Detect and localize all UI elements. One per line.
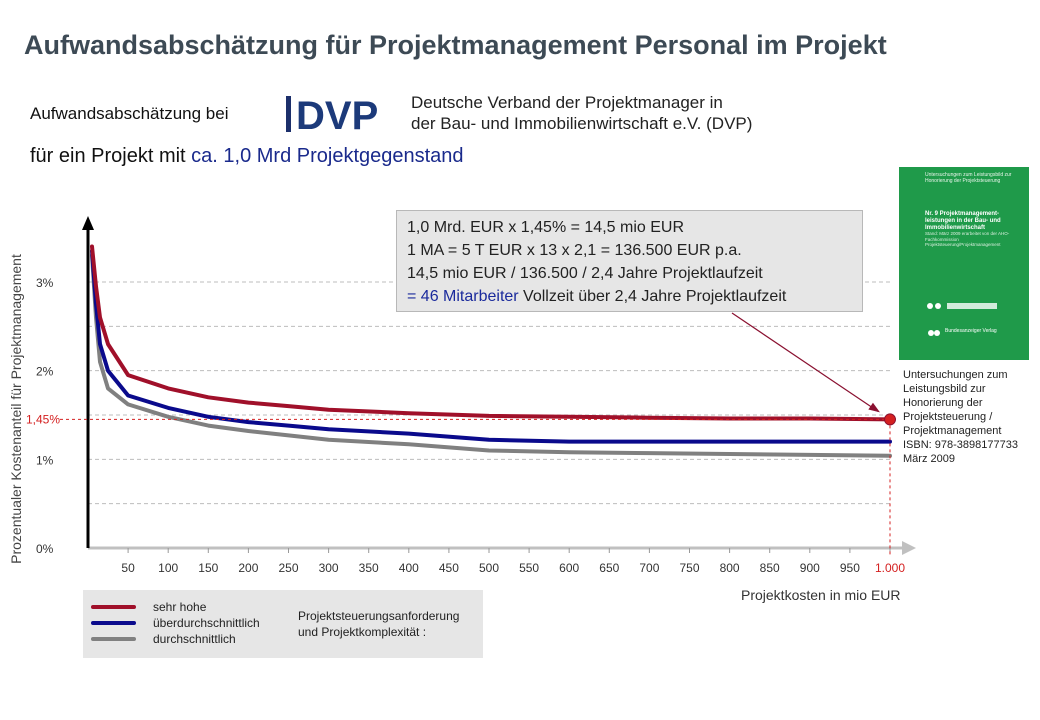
estimate-label: Aufwandsabschätzung bei <box>30 104 229 123</box>
x-tick-label: 550 <box>519 561 539 575</box>
callout-line-1: 1,0 Mrd. EUR x 1,45% = 14,5 mio EUR <box>407 219 684 236</box>
x-tick-label: 200 <box>238 561 258 575</box>
book-publisher: Bundesanzeiger Verlag <box>909 327 1019 339</box>
project-line: für ein Projekt mit ca. 1,0 Mrd Projektg… <box>30 145 464 168</box>
x-axis-arrow <box>902 541 916 555</box>
page-title: Aufwandsabschätzung für Projektmanagemen… <box>24 30 887 60</box>
book-cover-image: Untersuchungen zum Leistungsbild zur Hon… <box>899 167 1029 360</box>
x-tick-label: 900 <box>800 561 820 575</box>
pointer-arrowhead <box>868 402 880 413</box>
highlight-point <box>884 413 896 426</box>
y-tick-label: 1% <box>36 453 54 467</box>
callout-result: = 46 Mitarbeiter <box>407 288 519 305</box>
x-tick-label: 150 <box>198 561 218 575</box>
x-axis-label: Projektkosten in mio EUR <box>741 587 901 603</box>
x-tick-label: 1.000 <box>875 561 905 575</box>
source-date: März 2009 <box>903 453 955 465</box>
y-tick-label: 3% <box>36 276 54 290</box>
organization-name: Deutsche Verband der Projektmanager in d… <box>411 92 831 134</box>
book-small-text: Stand: März 2009 erarbeitet von der AHO-… <box>925 231 1010 247</box>
book-title: Nr. 9 Projektmanagement-leistungen in de… <box>925 211 1001 231</box>
callout-line-3: 14,5 mio EUR / 136.500 / 2,4 Jahre Proje… <box>407 265 763 282</box>
x-tick-label: 800 <box>720 561 740 575</box>
source-line: Honorierung der <box>903 397 983 409</box>
x-tick-label: 850 <box>760 561 780 575</box>
x-tick-label: 350 <box>359 561 379 575</box>
source-line: Leistungsbild zur <box>903 383 986 395</box>
x-tick-label: 400 <box>399 561 419 575</box>
organization-line-2: der Bau- und Immobilienwirtschaft e.V. (… <box>411 114 753 133</box>
callout-result-rest: Vollzeit über 2,4 Jahre Projektlaufzeit <box>518 288 787 305</box>
x-tick-label: 600 <box>559 561 579 575</box>
y-tick-label: 0% <box>36 542 54 556</box>
dvp-logo: DVP <box>286 96 396 132</box>
legend-title-line-1: Projektsteuerungsanforderung <box>298 609 460 623</box>
x-tick-label: 250 <box>278 561 298 575</box>
source-note: Untersuchungen zum Leistungsbild zur Hon… <box>903 368 1038 466</box>
logo-text: DVP <box>296 96 378 132</box>
x-tick-label: 300 <box>319 561 339 575</box>
legend-title-line-2: und Projektkomplexität : <box>298 625 427 639</box>
callout-line-2: 1 MA = 5 T EUR x 13 x 2,1 = 136.500 EUR … <box>407 242 742 259</box>
series-line-0 <box>90 244 892 422</box>
publisher-text: Bundesanzeiger Verlag <box>945 328 997 334</box>
pointer-line <box>731 312 879 412</box>
x-tick-label: 750 <box>679 561 699 575</box>
x-tick-label: 50 <box>121 561 135 575</box>
y-axis-arrow <box>82 216 94 230</box>
source-line: Untersuchungen zum <box>903 369 1008 381</box>
series-line-1 <box>90 249 892 444</box>
legend-swatch-ueberdurchschnittlich <box>91 621 136 625</box>
book-top-text: Untersuchungen zum Leistungsbild zur Hon… <box>925 172 1012 184</box>
project-line-highlight: ca. 1,0 Mrd Projektgegenstand <box>191 145 464 167</box>
source-isbn: ISBN: 978-3898177733 <box>903 439 1018 451</box>
source-line: Projektsteuerung / <box>903 411 993 423</box>
legend-label-ueberdurchschnittlich: überdurchschnittlich <box>153 616 260 630</box>
x-tick-label: 500 <box>479 561 499 575</box>
series-line-2 <box>90 253 892 458</box>
legend-label-sehr-hohe: sehr hohe <box>153 600 207 614</box>
y-tick-label: 2% <box>36 365 54 379</box>
legend-swatch-sehr-hohe <box>91 605 136 609</box>
x-tick-label: 700 <box>639 561 659 575</box>
legend-title: Projektsteuerungsanforderung und Projekt… <box>298 608 478 640</box>
source-line: Projektmanagement <box>903 425 1002 437</box>
x-tick-label: 450 <box>439 561 459 575</box>
legend: sehr hohe überdurchschnittlich durchschn… <box>83 590 483 658</box>
publisher-icon <box>928 330 940 336</box>
legend-swatch-durchschnittlich <box>91 637 136 641</box>
book-series-logo <box>927 303 997 309</box>
x-tick-label: 650 <box>599 561 619 575</box>
x-tick-label: 100 <box>158 561 178 575</box>
legend-label-durchschnittlich: durchschnittlich <box>153 632 236 646</box>
calculation-callout: 1,0 Mrd. EUR x 1,45% = 14,5 mio EUR 1 MA… <box>396 210 863 312</box>
project-line-prefix: für ein Projekt mit <box>30 145 192 167</box>
y-axis-label: Prozentualer Kostenanteil für Projektman… <box>8 254 24 564</box>
organization-line-1: Deutsche Verband der Projektmanager in <box>411 93 723 112</box>
x-tick-label: 950 <box>840 561 860 575</box>
highlight-label: 1,45% <box>26 412 60 426</box>
callout-line-4: = 46 Mitarbeiter Vollzeit über 2,4 Jahre… <box>407 285 852 308</box>
